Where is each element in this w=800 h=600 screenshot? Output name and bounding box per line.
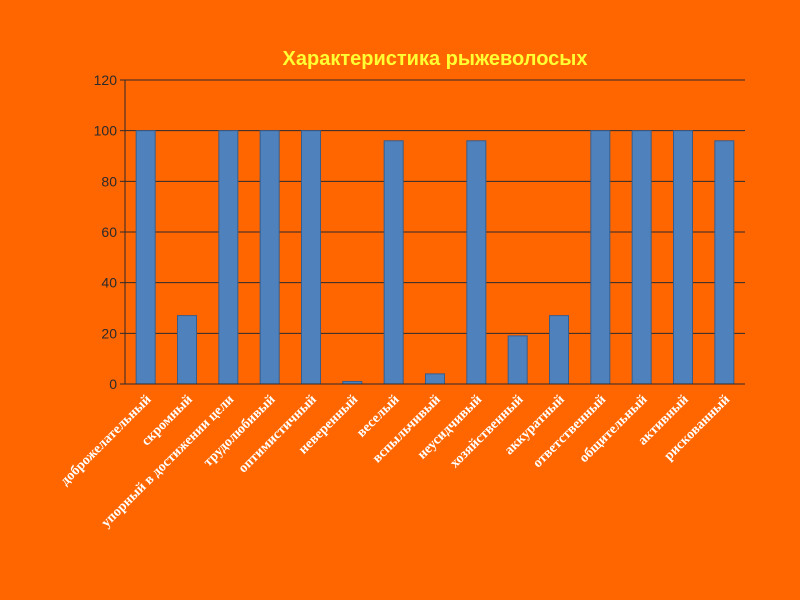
bar bbox=[218, 130, 239, 385]
bar bbox=[177, 315, 197, 385]
bar bbox=[383, 140, 404, 385]
y-tick-label: 20 bbox=[101, 325, 117, 341]
y-tick-label: 0 bbox=[109, 376, 117, 392]
bar bbox=[301, 130, 321, 385]
chart-title: Характеристика рыжеволосых bbox=[283, 48, 588, 70]
bar bbox=[673, 130, 693, 385]
bar bbox=[507, 335, 528, 385]
y-tick-label: 120 bbox=[94, 72, 118, 88]
bar bbox=[590, 130, 611, 385]
gridlines bbox=[125, 79, 745, 334]
x-category-label: ответственный bbox=[530, 392, 609, 471]
bar bbox=[259, 130, 280, 385]
y-tick-label: 80 bbox=[101, 173, 117, 189]
bar bbox=[631, 130, 652, 385]
y-tick-label: 40 bbox=[101, 275, 117, 291]
bars bbox=[135, 130, 735, 385]
y-tick-label: 100 bbox=[94, 123, 118, 139]
y-axis-ticks: 0 20 40 60 80 100 120 bbox=[94, 72, 125, 392]
x-category-label: трудолюбивый bbox=[201, 392, 279, 470]
bar bbox=[714, 140, 735, 385]
y-tick-label: 60 bbox=[101, 224, 117, 240]
axes bbox=[124, 80, 745, 385]
bar bbox=[135, 130, 156, 385]
bar bbox=[466, 140, 487, 385]
x-category-label: хозяйственный bbox=[447, 392, 526, 471]
bar bbox=[425, 373, 445, 385]
bar bbox=[549, 315, 569, 385]
